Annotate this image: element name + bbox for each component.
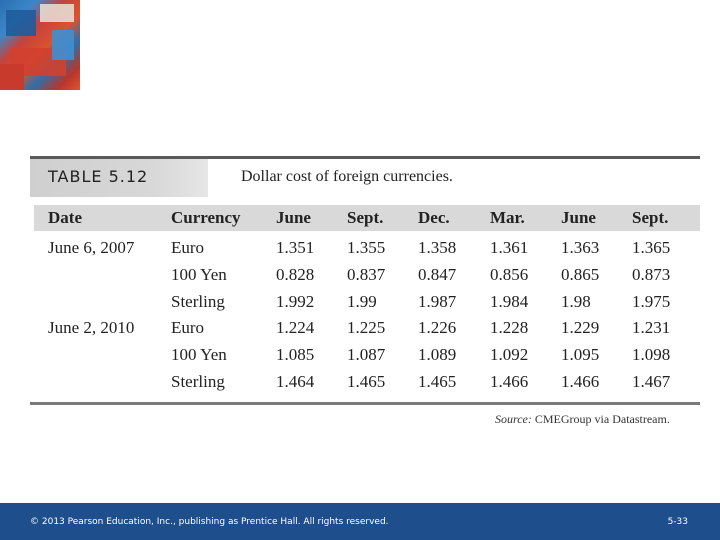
value-cell: 1.98 [561, 292, 591, 311]
page-number: 5-33 [667, 517, 688, 527]
value-cell: 1.466 [561, 372, 600, 391]
currency-cell: Euro [171, 238, 205, 257]
table-header-row [34, 205, 700, 231]
decorative-artwork [0, 0, 80, 90]
value-cell: 1.095 [561, 345, 600, 364]
column-header: Dec. [418, 208, 450, 227]
column-header: June [561, 208, 596, 227]
column-header: Sept. [632, 208, 669, 227]
value-cell: 1.465 [347, 372, 386, 391]
column-header: Sept. [347, 208, 384, 227]
column-header: Mar. [490, 208, 525, 227]
value-cell: 0.856 [490, 265, 529, 284]
value-cell: 1.092 [490, 345, 529, 364]
value-cell: 1.984 [490, 292, 529, 311]
value-cell: 1.231 [632, 318, 671, 337]
value-cell: 1.358 [418, 238, 457, 257]
currency-cell: Sterling [171, 292, 225, 311]
value-cell: 0.847 [418, 265, 457, 284]
value-cell: 1.363 [561, 238, 600, 257]
value-cell: 1.467 [632, 372, 671, 391]
value-cell: 1.224 [276, 318, 315, 337]
table-source: Source: CMEGroup via Datastream. [495, 412, 670, 427]
currency-cell: 100 Yen [171, 345, 227, 364]
currency-cell: 100 Yen [171, 265, 227, 284]
source-label: Source: [495, 412, 532, 426]
value-cell: 1.351 [276, 238, 315, 257]
value-cell: 1.085 [276, 345, 315, 364]
value-cell: 0.828 [276, 265, 315, 284]
table-label: TABLE 5.12 [48, 167, 149, 186]
value-cell: 1.987 [418, 292, 457, 311]
currency-cell: Sterling [171, 372, 225, 391]
table-label-box: TABLE 5.12 [30, 159, 208, 197]
currency-cell: Euro [171, 318, 205, 337]
value-cell: 0.865 [561, 265, 600, 284]
column-header: June [276, 208, 311, 227]
value-cell: 1.087 [347, 345, 386, 364]
copyright-text: © 2013 Pearson Education, Inc., publishi… [30, 517, 389, 527]
value-cell: 0.837 [347, 265, 386, 284]
date-cell: June 6, 2007 [48, 238, 135, 257]
value-cell: 1.464 [276, 372, 315, 391]
footer-bar: © 2013 Pearson Education, Inc., publishi… [0, 503, 720, 540]
value-cell: 0.873 [632, 265, 671, 284]
value-cell: 1.226 [418, 318, 457, 337]
value-cell: 1.465 [418, 372, 457, 391]
value-cell: 1.229 [561, 318, 600, 337]
value-cell: 1.992 [276, 292, 315, 311]
value-cell: 1.225 [347, 318, 386, 337]
table-top-rule [30, 156, 700, 159]
value-cell: 1.466 [490, 372, 529, 391]
value-cell: 1.089 [418, 345, 457, 364]
value-cell: 1.365 [632, 238, 671, 257]
value-cell: 1.098 [632, 345, 671, 364]
table-caption: Dollar cost of foreign currencies. [241, 168, 453, 185]
value-cell: 1.99 [347, 292, 377, 311]
source-text: CMEGroup via Datastream. [531, 412, 670, 426]
value-cell: 1.355 [347, 238, 386, 257]
date-cell: June 2, 2010 [48, 318, 135, 337]
value-cell: 1.228 [490, 318, 529, 337]
value-cell: 1.361 [490, 238, 529, 257]
value-cell: 1.975 [632, 292, 671, 311]
column-header: Currency [171, 208, 241, 227]
column-header: Date [48, 208, 82, 227]
table-bottom-rule [30, 402, 700, 405]
